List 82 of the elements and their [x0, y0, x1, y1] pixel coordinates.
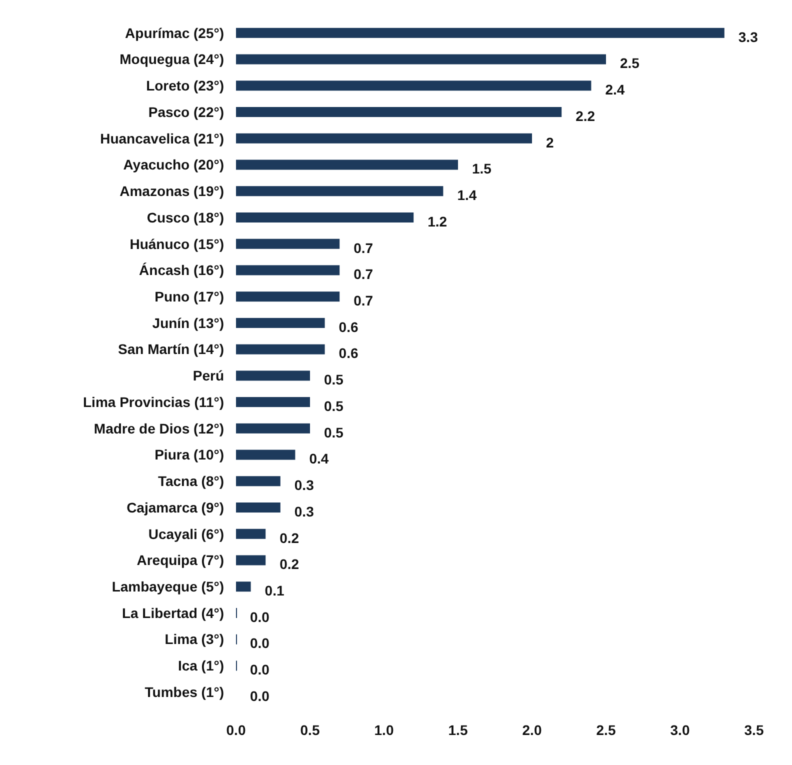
data-label: 0.1 [264, 582, 284, 599]
bar [236, 54, 606, 64]
y-tick-label: Lima Provincias (11°) [83, 394, 224, 410]
data-label: 0.6 [338, 345, 358, 362]
bar [236, 582, 251, 592]
y-tick-label: Huánuco (15°) [130, 236, 224, 252]
data-label: 0.7 [354, 240, 374, 256]
x-tick-label: 1.0 [374, 722, 394, 738]
bar [236, 318, 325, 328]
bar [236, 238, 340, 249]
data-label: 0.0 [250, 635, 270, 652]
data-label: 2.4 [605, 82, 625, 98]
data-label: 2.5 [620, 55, 640, 72]
y-tick-label: La Libertad (4°) [122, 604, 224, 621]
y-tick-label: Junín (13°) [152, 314, 224, 331]
data-label: 0.0 [250, 688, 270, 704]
data-label: 1.2 [428, 213, 448, 230]
y-tick-label: Puno (17°) [154, 288, 224, 304]
y-tick-label: Pasco (22°) [148, 104, 224, 120]
bar [236, 292, 340, 302]
y-tick-label: Ucayali (6°) [148, 526, 224, 542]
bar [236, 212, 414, 222]
bar [236, 450, 296, 460]
x-tick-label: 0.5 [300, 722, 320, 738]
bar [236, 186, 444, 196]
bar [236, 528, 266, 539]
bar [236, 28, 724, 38]
y-tick-label: Arequipa (7°) [136, 552, 224, 568]
bar [236, 502, 280, 513]
data-label: 0.3 [294, 477, 314, 494]
y-tick-label: Madre de Dios (12°) [94, 420, 224, 436]
x-tick-label: 0.0 [226, 722, 246, 738]
y-tick-label: Tumbes (1°) [144, 684, 224, 700]
data-label: 1.4 [457, 187, 477, 204]
y-tick-label: San Martín (14°) [118, 341, 224, 358]
bar [236, 344, 325, 354]
y-tick-label: Amazonas (19°) [120, 183, 224, 200]
data-label: 0.4 [309, 450, 329, 467]
y-tick-label: Moquegua (24°) [120, 51, 224, 68]
data-label: 0.6 [338, 318, 358, 335]
data-label: 2.2 [576, 108, 596, 124]
y-tick-label: Tacna (8°) [158, 473, 224, 490]
data-label: 0.0 [250, 608, 270, 625]
y-tick-label: Apurímac (25°) [125, 24, 224, 41]
bar [236, 80, 592, 91]
x-tick-label: 2.0 [522, 722, 542, 738]
y-tick-label: Ica (1°) [178, 658, 224, 674]
bar [236, 265, 340, 276]
bar [236, 160, 458, 170]
data-label: 0.2 [280, 556, 300, 572]
y-tick-label: Lambayeque (5°) [112, 578, 224, 595]
y-tick-label: Huancavelica (21°) [100, 130, 224, 146]
bar [236, 555, 266, 566]
data-label: 0.5 [324, 424, 344, 440]
bar [236, 133, 532, 144]
data-label: 0.7 [354, 266, 374, 282]
x-tick-label: 3.5 [744, 722, 764, 738]
bar [236, 370, 310, 381]
bar [236, 423, 310, 434]
data-label: 0.0 [250, 662, 270, 678]
y-tick-label: Piura (10°) [154, 446, 224, 463]
y-tick-label: Cusco (18°) [146, 209, 224, 226]
data-label: 0.2 [280, 530, 300, 546]
y-tick-label: Cajamarca (9°) [126, 499, 224, 516]
data-label: 0.7 [354, 292, 374, 308]
bar [236, 397, 310, 408]
y-tick-label: Áncash (16°) [139, 262, 224, 278]
y-tick-label: Ayacucho (20°) [123, 156, 224, 173]
y-tick-label: Lima (3°) [164, 631, 224, 648]
x-tick-label: 2.5 [596, 722, 616, 738]
data-label: 0.5 [324, 372, 344, 388]
data-label: 0.5 [324, 398, 344, 414]
data-label: 2 [546, 134, 554, 150]
data-label: 3.3 [738, 28, 758, 45]
x-tick-label: 3.0 [670, 722, 690, 738]
data-label: 1.5 [472, 160, 492, 177]
y-tick-label: Perú [192, 368, 224, 384]
y-tick-label: Loreto (23°) [146, 78, 224, 94]
bar [236, 107, 562, 118]
data-label: 0.3 [294, 503, 314, 520]
x-tick-label: 1.5 [448, 722, 468, 738]
bar [236, 476, 280, 486]
